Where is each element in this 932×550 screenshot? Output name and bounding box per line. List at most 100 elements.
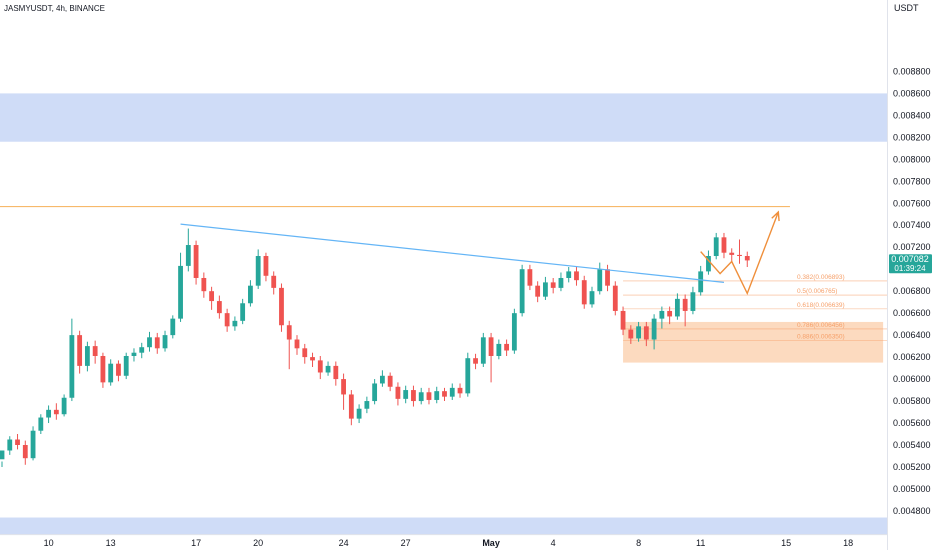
price-tick-label: 0.004800 [893,506,931,516]
supply-zone [0,93,887,142]
interval-label: 4h [56,4,65,13]
candle-body [659,310,665,319]
price-tick-label: 0.008800 [893,66,931,76]
candle-body [341,379,346,395]
candle-body [248,285,253,304]
candle-body [527,269,533,286]
chart-header: JASMYUSDT, 4h, BINANCE [4,4,105,13]
candle-body [589,291,595,305]
candle-body [667,310,673,317]
candle-body [317,360,323,373]
price-tick-label: 0.005400 [893,440,931,450]
candle-body [100,356,106,383]
time-tick-label: 10 [44,538,54,548]
candle-body [310,357,315,361]
candle-body [690,292,696,311]
candle-body [108,363,114,383]
price-tick-label: 0.006200 [893,352,931,362]
candle-body [465,358,471,394]
candle-body [193,245,199,278]
time-tick-label: 18 [843,538,853,548]
candle-body [457,387,463,394]
candle-body [131,352,137,356]
candle-body [574,271,579,281]
candle-body [178,265,183,319]
candle-body [232,320,238,327]
price-tick-label: 0.005200 [893,462,931,472]
candle-body [535,285,541,297]
candle-body [0,450,5,460]
price-tick-label: 0.007200 [893,242,931,252]
current-price-label: 0.007082 01:39:24 [889,254,932,274]
candle-body [38,417,44,431]
candle-body [154,337,160,349]
candle-body [449,387,455,397]
price-tick-label: 0.005000 [893,484,931,494]
time-tick-label: 20 [253,538,263,548]
candle-body [185,245,191,266]
candle-body [216,301,222,314]
fib-level-label: 0.382(0.006893) [797,274,845,281]
candle-body [698,271,704,293]
candle-body [643,326,649,340]
candle-body [612,285,618,311]
candle-body [92,346,98,356]
candle-body [325,365,331,373]
candle-body [302,348,308,358]
candles-layer [0,228,750,467]
candle-body [147,337,152,348]
candle-body [434,391,440,400]
price-tick-label: 0.005600 [893,418,931,428]
candle-body [473,358,478,364]
demand-zone [0,517,887,536]
candle-body [294,339,300,349]
price-tick-label: 0.006800 [893,286,931,296]
price-axis-unit: USDT [894,3,919,13]
candle-body [255,256,261,286]
candle-body [721,237,727,253]
candle-body [170,318,176,336]
candle-body [636,326,641,339]
candle-body [426,392,432,400]
fib-level-label: 0.786(0.006456) [797,322,845,329]
candle-body [488,337,494,356]
candle-body [597,269,603,292]
time-tick-label: 15 [781,538,791,548]
candle-body [605,269,610,286]
candle-body [224,313,230,327]
candle-body [496,343,502,356]
candle-body [201,277,207,292]
candle-body [123,356,129,376]
price-tick-label: 0.008600 [893,88,931,98]
candle-body [364,401,370,409]
candle-body [628,329,634,339]
candle-body [651,318,657,340]
candle-body [46,409,51,418]
candle-body [116,363,121,376]
projection-arrowhead [771,210,780,222]
time-tick-label: 27 [401,538,411,548]
candle-body [15,439,20,445]
price-tick-label: 0.005800 [893,396,931,406]
current-price-value: 0.007082 [891,254,929,264]
candle-body [566,271,572,278]
candle-body [286,325,292,340]
fib-level-label: 0.618(0.006639) [797,302,845,309]
candle-body [558,277,564,288]
candle-body [504,343,510,351]
price-tick-label: 0.007600 [893,198,931,208]
price-tick-label: 0.008000 [893,154,931,164]
exchange-name: BINANCE [69,4,105,13]
price-tick-label: 0.006400 [893,330,931,340]
time-tick-label: May [482,538,500,548]
time-tick-label: 17 [191,538,201,548]
candle-body [348,394,354,419]
candle-body [480,337,486,364]
candle-body [674,298,680,317]
time-tick-label: 8 [636,538,641,548]
candle-body [543,282,548,297]
candle-body [744,256,750,261]
fib-level-label: 0.886(0.006350) [797,334,845,341]
projection-path [700,211,779,296]
